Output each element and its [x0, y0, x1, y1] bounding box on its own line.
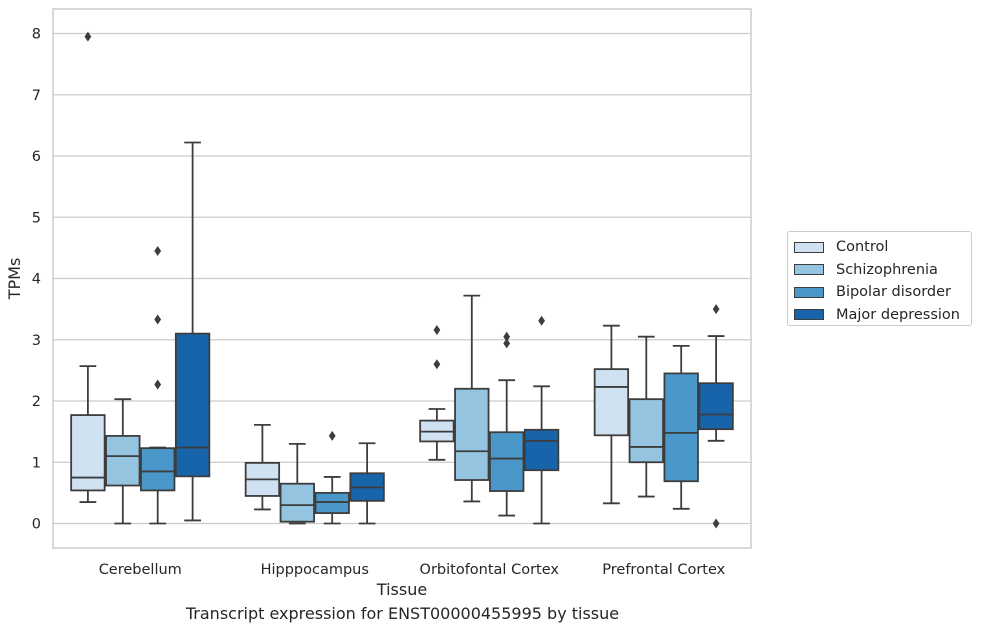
legend-label: Major depression — [836, 306, 960, 323]
legend-swatch-major-depression — [794, 309, 824, 321]
box — [489, 431, 525, 492]
box — [174, 332, 211, 478]
legend-label: Control — [836, 239, 889, 256]
y-tick-label: 5 — [32, 210, 41, 226]
box — [454, 387, 490, 481]
outlier-point — [538, 315, 545, 326]
box — [105, 435, 141, 487]
legend-item-schizophrenia: Schizophrenia — [794, 259, 971, 282]
outlier-point — [154, 314, 162, 325]
x-tick-label: Hipppocampus — [261, 562, 369, 578]
box — [314, 491, 350, 514]
legend-item-control: Control — [794, 236, 971, 259]
y-tick-label: 2 — [32, 394, 41, 410]
legend-item-bipolar-disorder: Bipolar disorder — [794, 281, 971, 304]
x-tick-label: Orbitofontal Cortex — [420, 562, 560, 578]
outlier-point — [328, 430, 336, 441]
y-tick-label: 4 — [32, 272, 41, 288]
y-tick-label: 7 — [32, 88, 41, 104]
outlier-point — [712, 304, 720, 315]
box — [663, 372, 699, 483]
legend-label: Schizophrenia — [836, 261, 938, 278]
legend-swatch-schizophrenia — [794, 264, 824, 276]
x-axis-label: Tissue — [376, 580, 427, 599]
box — [523, 428, 560, 472]
box — [628, 398, 664, 464]
outlier-point — [154, 245, 162, 256]
outlier-point — [154, 379, 162, 390]
y-tick-label: 1 — [32, 455, 41, 471]
legend-item-major-depression: Major depression — [794, 304, 971, 327]
y-tick-label: 8 — [32, 27, 41, 43]
legend: Control Schizophrenia Bipolar disorder M… — [787, 231, 972, 326]
box — [279, 482, 315, 523]
box — [70, 414, 106, 492]
legend-swatch-control — [794, 241, 824, 253]
figure-caption: Transcript expression for ENST0000045599… — [185, 604, 620, 623]
outlier-point — [433, 359, 441, 370]
x-tick-label: Prefrontal Cortex — [602, 562, 725, 578]
y-tick-label: 3 — [32, 333, 41, 349]
box — [698, 382, 734, 431]
outlier-point — [84, 31, 92, 42]
outlier-point — [712, 518, 720, 529]
box — [593, 368, 630, 437]
x-tick-label: Cerebellum — [99, 562, 182, 578]
y-tick-label: 0 — [32, 517, 41, 533]
box-plot-chart: 0 1 2 3 4 5 6 7 8 Cerebellum Hipppocampus Orbitofon… — [5, 8, 752, 599]
outlier-point — [503, 338, 511, 349]
outlier-point — [433, 324, 441, 335]
y-axis-label: TPMs — [5, 258, 24, 301]
legend-label: Bipolar disorder — [836, 284, 951, 301]
y-tick-label: 6 — [32, 149, 41, 165]
plot-frame — [52, 8, 752, 549]
legend-swatch-bipolar-disorder — [794, 286, 824, 298]
outlier-point — [503, 331, 511, 342]
box — [140, 447, 176, 492]
